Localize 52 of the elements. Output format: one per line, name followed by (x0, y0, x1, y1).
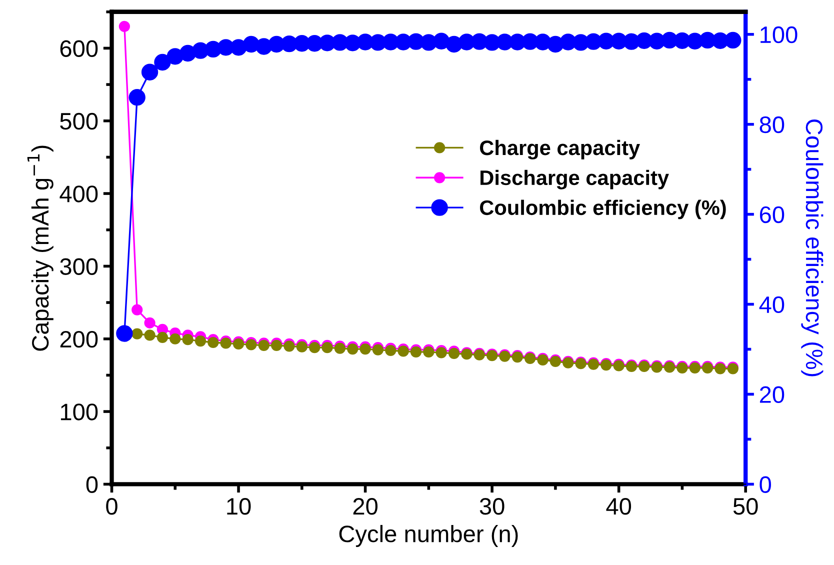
point (118, 20, 130, 32)
point (385, 344, 396, 356)
y2-tick-label: 40 (759, 296, 784, 314)
x-tick-label: 10 (227, 498, 251, 515)
y-tick-label: 500 (60, 112, 98, 130)
point (116, 325, 133, 342)
y2-tick-label: 100 (760, 26, 798, 44)
point (144, 317, 156, 328)
point (246, 339, 257, 350)
point (347, 343, 358, 355)
x-tick-label: 20 (353, 498, 378, 515)
point (436, 347, 447, 358)
y-tick-label: 100 (60, 404, 98, 420)
y-tick-label: 300 (60, 258, 98, 275)
point (144, 330, 156, 341)
y2-tick-label: 60 (760, 206, 784, 224)
y2-tick-label: 20 (760, 386, 784, 404)
y-tick-label: 600 (60, 40, 98, 57)
y-axis-title: Capacity (mAh g$^{−1}$) (27, 146, 54, 351)
y2-axis-title: Coulombic efficiency (%) (801, 120, 824, 376)
point (360, 343, 371, 355)
point (724, 32, 742, 49)
point (170, 333, 181, 344)
point (208, 336, 219, 348)
y2-tick-label: 0 (760, 476, 771, 493)
point (132, 304, 143, 316)
x-axis-title: Cycle number (n) (339, 524, 518, 547)
x-tick-label: 40 (606, 498, 632, 515)
legend-label: Charge capacity (480, 140, 640, 160)
point (322, 342, 333, 354)
point (410, 346, 422, 358)
point (182, 334, 194, 346)
point (141, 64, 158, 80)
point (232, 338, 244, 350)
point (132, 328, 143, 340)
y2-tick-label: 80 (760, 116, 784, 134)
point (128, 89, 146, 106)
point (154, 54, 171, 71)
x-tick-label: 30 (480, 498, 504, 515)
y-tick-label: 0 (86, 476, 98, 493)
x-tick-label: 0 (106, 498, 118, 515)
point (423, 346, 434, 358)
x-tick-label: 50 (733, 498, 758, 515)
point (194, 335, 206, 347)
point (156, 332, 168, 343)
y-tick-label: 200 (60, 330, 98, 348)
point (284, 340, 295, 352)
y-tick-label: 400 (60, 186, 98, 202)
legend-label: Coulombic efficiency (%) (480, 200, 726, 220)
legend-label: Discharge capacity (480, 170, 669, 190)
point (398, 346, 409, 357)
point (309, 342, 320, 354)
